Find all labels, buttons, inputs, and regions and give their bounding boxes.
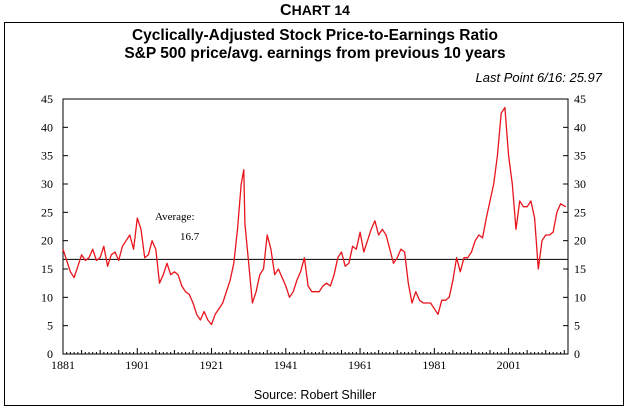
y-tick-label-right: 20 — [574, 234, 586, 248]
x-tick-label: 2001 — [497, 358, 521, 372]
y-tick-label-left: 40 — [41, 120, 53, 134]
y-tick-label-left: 25 — [41, 205, 53, 219]
y-tick-label-left: 45 — [41, 92, 53, 106]
y-tick-label-right: 40 — [574, 120, 586, 134]
y-tick-label-right: 25 — [574, 205, 586, 219]
chart-frame — [4, 22, 624, 406]
average-value-label: 16.7 — [180, 231, 200, 243]
y-tick-label-right: 10 — [574, 290, 586, 304]
y-tick-label-left: 0 — [47, 347, 53, 361]
y-tick-label-left: 20 — [41, 234, 53, 248]
y-tick-label-right: 30 — [574, 177, 586, 191]
y-tick-label-right: 5 — [574, 319, 580, 333]
y-tick-label-left: 30 — [41, 177, 53, 191]
x-tick-label: 1921 — [200, 358, 224, 372]
x-tick-label: 1981 — [422, 358, 446, 372]
plot-border — [62, 98, 569, 355]
x-tick-label: 1961 — [348, 358, 372, 372]
y-tick-label-right: 35 — [574, 149, 586, 163]
y-tick-label-left: 10 — [41, 290, 53, 304]
x-tick-label: 1941 — [274, 358, 298, 372]
y-tick-label-left: 5 — [47, 319, 53, 333]
x-tick-label: 1881 — [51, 358, 75, 372]
chart-label: CHART 14 — [0, 2, 630, 20]
y-tick-label-left: 35 — [41, 149, 53, 163]
y-axis-right: 0 5 10 15 20 25 30 35 40 45 — [563, 92, 586, 361]
y-tick-label-right: 15 — [574, 262, 586, 276]
x-tick-label: 1901 — [125, 358, 149, 372]
series-line-cape — [62, 106, 567, 326]
average-label: Average: — [155, 211, 195, 223]
y-tick-label-right: 45 — [574, 92, 586, 106]
chart-title: Cyclically-Adjusted Stock Price-to-Earni… — [131, 27, 499, 44]
x-axis: 1881 1901 1921 1941 1961 1981 2001 — [51, 348, 569, 372]
chart-label-rest: HART 14 — [291, 2, 350, 18]
chart-subtitle: S&P 500 price/avg. earnings from previou… — [124, 45, 506, 62]
last-point-label: Last Point 6/16: 25.97 — [475, 70, 602, 85]
y-tick-label-right: 0 — [574, 347, 580, 361]
y-axis-left: 0 5 10 15 20 25 30 35 40 45 — [41, 92, 68, 361]
y-tick-label-left: 15 — [41, 262, 53, 276]
source-note: Source: Robert Shiller — [253, 388, 377, 402]
chart-label-initial: C — [280, 2, 292, 19]
